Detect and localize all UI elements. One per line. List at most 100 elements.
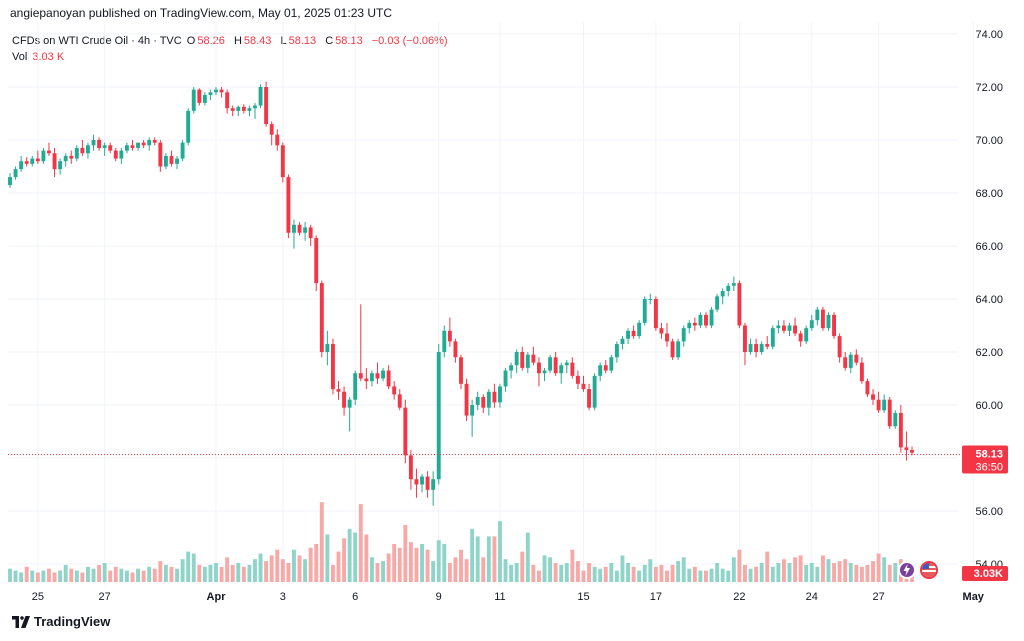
candle-body (63, 155, 68, 162)
candle-body (124, 145, 129, 151)
volume-bar (163, 564, 168, 582)
high-value: 58.43 (243, 35, 272, 47)
volume-bar (308, 547, 313, 582)
candle-body (492, 391, 497, 403)
volume-bar (353, 532, 358, 582)
candle-body (308, 227, 313, 239)
lightning-event-icon[interactable] (898, 561, 916, 579)
candle-body (470, 405, 475, 416)
time-tick-label: 27 (99, 591, 111, 603)
volume-bar (848, 563, 853, 582)
candle-body (542, 370, 547, 374)
volume-bar (603, 566, 608, 582)
price-tick-label: 56.00 (975, 506, 1003, 518)
volume-bar (236, 563, 241, 582)
candle-body (258, 87, 263, 106)
volume-bar (642, 564, 647, 582)
candle-body (208, 92, 213, 95)
candle-body (681, 328, 686, 342)
candle-body (119, 150, 124, 159)
candle-body (837, 336, 842, 358)
volume-bar (876, 553, 881, 582)
volume-bar (169, 566, 174, 582)
candle-body (776, 325, 781, 329)
price-tick-label: 68.00 (975, 188, 1003, 200)
volume-bar (275, 549, 280, 582)
volume-bar (564, 563, 569, 582)
volume-bar (804, 564, 809, 582)
volume-bar (692, 566, 697, 582)
candle-body (692, 322, 697, 326)
candle-body (24, 161, 29, 164)
volume-bar (375, 563, 380, 582)
volume-bar (13, 570, 18, 582)
volume-bar (386, 553, 391, 582)
volume-bar (626, 563, 630, 582)
last-price-tag (962, 445, 1008, 474)
volume-bar (871, 561, 875, 582)
candle-body (720, 291, 725, 297)
close-value: 58.13 (335, 35, 363, 47)
volume-bar (63, 564, 68, 582)
volume-bar (659, 564, 664, 582)
volume-bar (826, 559, 831, 582)
volume-bar (158, 561, 163, 582)
volume-bar (347, 528, 352, 582)
candle-body (687, 322, 692, 329)
candle-body (108, 145, 113, 151)
volume-bar (35, 572, 40, 582)
volume-bar (86, 566, 90, 582)
symbol-title[interactable]: CFDs on WTI Crude Oil · 4h · TVC (12, 35, 182, 47)
volume-bar (392, 544, 397, 582)
volume-bar (180, 559, 185, 582)
candle-body (369, 373, 374, 382)
volume-bar (676, 561, 681, 582)
volume-bar (665, 570, 669, 582)
volume-bar (887, 564, 892, 582)
volume-bar (609, 563, 614, 582)
candle-body (481, 397, 486, 408)
volume-bar (253, 559, 257, 582)
candle-body (397, 394, 402, 408)
candle-body (292, 224, 296, 233)
last-volume-label: 3.03K (974, 568, 1003, 580)
candle-body (871, 394, 875, 400)
countdown-label: 36:50 (975, 462, 1003, 474)
volume-bar (286, 563, 291, 582)
volume-bar (726, 570, 731, 582)
volume-bar (687, 568, 692, 582)
volume-bar (631, 566, 636, 582)
candle-body (186, 110, 191, 143)
grid-lines (8, 22, 974, 585)
candle-body (47, 150, 51, 154)
volume-bar (258, 553, 263, 582)
candle-body (286, 177, 291, 233)
candle-body (765, 344, 770, 347)
volume-bar (548, 557, 553, 582)
volume-bar (481, 557, 486, 582)
volume-bar (58, 570, 63, 582)
candle-body (520, 352, 525, 368)
volume-bar (459, 549, 463, 582)
volume-label[interactable]: Vol (12, 51, 28, 63)
tradingview-footer[interactable]: TradingView (12, 614, 110, 629)
candle-body (30, 158, 35, 164)
volume-bar (704, 570, 708, 582)
candle-body (414, 479, 419, 485)
volume-bar (130, 572, 135, 582)
volume-bar (592, 566, 597, 582)
candle-body (386, 370, 391, 387)
candle-body (820, 309, 825, 329)
volume-bar (141, 570, 146, 582)
volume-bar (748, 568, 753, 582)
volume-bar (102, 563, 107, 582)
volume-bar (776, 563, 781, 582)
price-tick-label: 62.00 (975, 347, 1003, 359)
time-axis: 25 27 Apr 3 6 9 11 15 17 22 24 27 May (32, 591, 985, 603)
last-volume-tag (962, 566, 1008, 581)
volume-bar (648, 559, 653, 582)
candle-body (898, 412, 903, 448)
us-flag-event-icon[interactable] (920, 561, 938, 579)
volume-bar (759, 563, 764, 582)
